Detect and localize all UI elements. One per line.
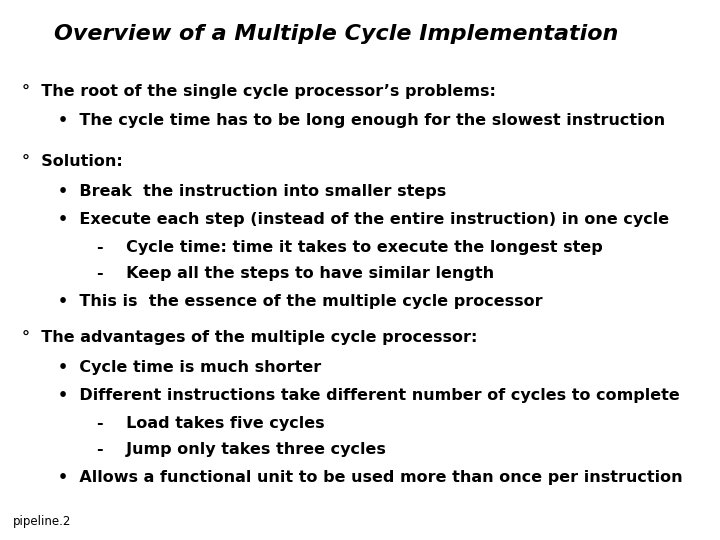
Text: -    Keep all the steps to have similar length: - Keep all the steps to have similar len… [97, 266, 495, 281]
Text: -    Cycle time: time it takes to execute the longest step: - Cycle time: time it takes to execute t… [97, 240, 603, 255]
Text: -    Load takes five cycles: - Load takes five cycles [97, 416, 325, 431]
Text: •  This is  the essence of the multiple cycle processor: • This is the essence of the multiple cy… [58, 294, 542, 309]
Text: pipeline.2: pipeline.2 [13, 515, 71, 528]
Text: •  Different instructions take different number of cycles to complete: • Different instructions take different … [58, 388, 680, 403]
Text: •  Execute each step (instead of the entire instruction) in one cycle: • Execute each step (instead of the enti… [58, 212, 669, 227]
Text: •  The cycle time has to be long enough for the slowest instruction: • The cycle time has to be long enough f… [58, 113, 665, 129]
Text: °  Solution:: ° Solution: [22, 154, 122, 169]
Text: •  Break  the instruction into smaller steps: • Break the instruction into smaller ste… [58, 184, 446, 199]
Text: °  The root of the single cycle processor’s problems:: ° The root of the single cycle processor… [22, 84, 495, 99]
Text: -    Jump only takes three cycles: - Jump only takes three cycles [97, 442, 386, 457]
Text: •  Allows a functional unit to be used more than once per instruction: • Allows a functional unit to be used mo… [58, 470, 683, 485]
Text: °  The advantages of the multiple cycle processor:: ° The advantages of the multiple cycle p… [22, 330, 477, 346]
Text: •  Cycle time is much shorter: • Cycle time is much shorter [58, 360, 321, 375]
Text: Overview of a Multiple Cycle Implementation: Overview of a Multiple Cycle Implementat… [54, 24, 618, 44]
